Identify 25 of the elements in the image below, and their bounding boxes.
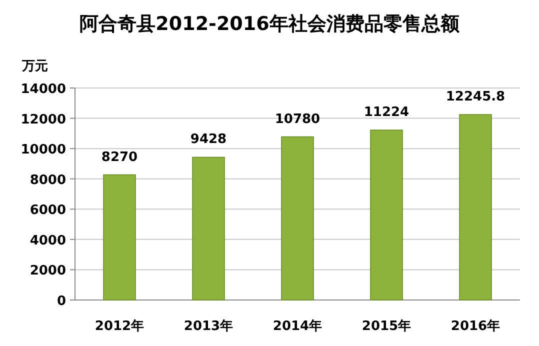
x-tick-label: 2012年 [94,319,144,334]
y-axis-title: 万元 [21,59,48,74]
y-tick-label: 4000 [30,233,66,248]
x-tick-label: 2014年 [272,319,322,334]
data-label: 9428 [190,132,227,148]
y-tick-label: 8000 [30,172,66,188]
data-label: 8270 [101,150,138,165]
chart-title: 阿合奇县2012-2016年社会消费品零售总额 [80,13,460,35]
bar [103,174,136,300]
bar [281,136,314,300]
x-tick-label: 2015年 [362,319,412,334]
y-tick-label: 0 [56,294,66,309]
bar [370,130,403,300]
y-tick-label: 6000 [30,203,66,218]
y-tick-label: 10000 [20,142,66,158]
data-label: 10780 [274,112,320,127]
bar [459,114,492,300]
y-tick-label: 14000 [20,82,66,97]
bar [192,156,225,300]
x-tick-label: 2013年 [184,319,234,334]
x-tick-label: 2016年 [450,319,500,334]
y-tick-label: 2000 [30,264,66,279]
data-label: 12245.8 [446,90,506,105]
y-tick-label: 12000 [20,112,66,128]
data-label: 11224 [364,105,410,120]
